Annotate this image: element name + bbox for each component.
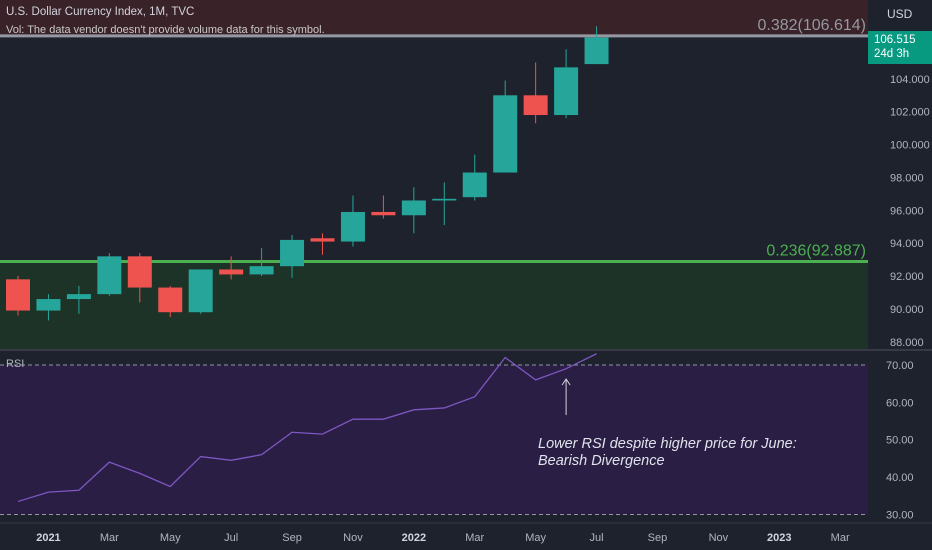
- price-tick-label: 94.000: [890, 238, 924, 250]
- price-tick-label: 104.000: [890, 74, 930, 86]
- candle: [310, 233, 335, 255]
- candle: [97, 253, 122, 296]
- candle-body: [371, 211, 396, 216]
- candle: [432, 182, 457, 226]
- price-tick-label: 98.000: [890, 172, 924, 184]
- rsi-tick-label: 60.00: [886, 397, 914, 409]
- time-tick-label: Sep: [648, 532, 668, 544]
- candle-body: [36, 299, 61, 311]
- time-tick-label: Mar: [831, 532, 850, 544]
- rsi-label: RSI: [6, 358, 25, 370]
- candle: [249, 248, 274, 277]
- price-tick-label: 90.000: [890, 304, 924, 316]
- candle-body: [219, 269, 244, 275]
- price-tick-label: 96.000: [890, 205, 924, 217]
- time-tick-label: Mar: [465, 532, 484, 544]
- candle-body: [97, 256, 122, 295]
- candle-body: [188, 269, 213, 313]
- candle-body: [6, 279, 30, 311]
- candle: [158, 285, 183, 318]
- candle-body: [249, 266, 274, 275]
- time-tick-label: 2023: [767, 532, 791, 544]
- rsi-tick-label: 50.00: [886, 435, 914, 447]
- time-tick-label: Sep: [282, 532, 302, 544]
- currency-label: USD: [887, 7, 913, 21]
- candle-body: [158, 287, 183, 313]
- candle-body: [66, 294, 91, 300]
- time-tick-label: 2022: [402, 532, 426, 544]
- candle: [584, 26, 609, 65]
- time-tick-label: Nov: [343, 532, 363, 544]
- candle-body: [280, 239, 305, 267]
- candle: [66, 285, 91, 314]
- candle: [554, 49, 579, 119]
- candle-body: [310, 238, 335, 242]
- fib-level-label: 0.236(92.887): [766, 242, 866, 259]
- candle: [401, 187, 426, 234]
- time-tick-label: May: [160, 532, 181, 544]
- last-price-tag: 106.515 24d 3h: [868, 31, 932, 64]
- candle: [523, 62, 548, 124]
- time-tick-label: Jul: [224, 532, 238, 544]
- candle: [188, 269, 213, 314]
- candle-body: [493, 95, 518, 173]
- time-tick-label: May: [525, 532, 546, 544]
- candle: [36, 294, 61, 321]
- annotation-line-1: Lower RSI despite higher price for June:: [538, 436, 797, 452]
- candle: [280, 234, 305, 278]
- annotation-arrowhead: [561, 378, 571, 386]
- candle: [219, 256, 244, 280]
- time-tick-label: 2021: [36, 532, 60, 544]
- candle-body: [523, 95, 548, 116]
- candle-body: [432, 198, 457, 201]
- upper-fib-zone: [0, 0, 868, 36]
- candle-body: [127, 256, 152, 288]
- price-tick-label: 102.000: [890, 107, 930, 119]
- candle-body: [462, 172, 487, 198]
- candle: [127, 253, 152, 303]
- candle: [371, 195, 396, 219]
- candle: [6, 276, 30, 316]
- candle-countdown: 24d 3h: [874, 48, 910, 60]
- chart-title: U.S. Dollar Currency Index, 1M, TVC: [6, 6, 195, 18]
- candle-body: [401, 200, 426, 216]
- time-tick-label: Nov: [709, 532, 729, 544]
- time-tick-label: Mar: [100, 532, 119, 544]
- price-tick-label: 100.000: [890, 140, 930, 152]
- rsi-tick-label: 70.00: [886, 360, 914, 372]
- rsi-line: [17, 353, 597, 503]
- rsi-tick-label: 40.00: [886, 472, 914, 484]
- candle-body: [340, 211, 365, 242]
- rsi-tick-label: 30.00: [886, 510, 914, 522]
- time-tick-label: Jul: [590, 532, 604, 544]
- candle: [340, 195, 365, 247]
- candle-body: [584, 37, 609, 65]
- rsi-band: [0, 364, 868, 515]
- volume-note: Vol: The data vendor doesn't provide vol…: [6, 24, 325, 36]
- fib-level-label: 0.382(106.614): [757, 17, 866, 34]
- price-tick-label: 92.000: [890, 271, 924, 283]
- annotation-line-2: Bearish Divergence: [538, 453, 665, 469]
- candle: [462, 154, 487, 201]
- last-price-value: 106.515: [874, 34, 916, 46]
- candle-body: [554, 67, 579, 116]
- price-tick-label: 88.000: [890, 337, 924, 349]
- divergence-annotation: Lower RSI despite higher price for June:…: [538, 436, 797, 470]
- candle: [493, 80, 518, 173]
